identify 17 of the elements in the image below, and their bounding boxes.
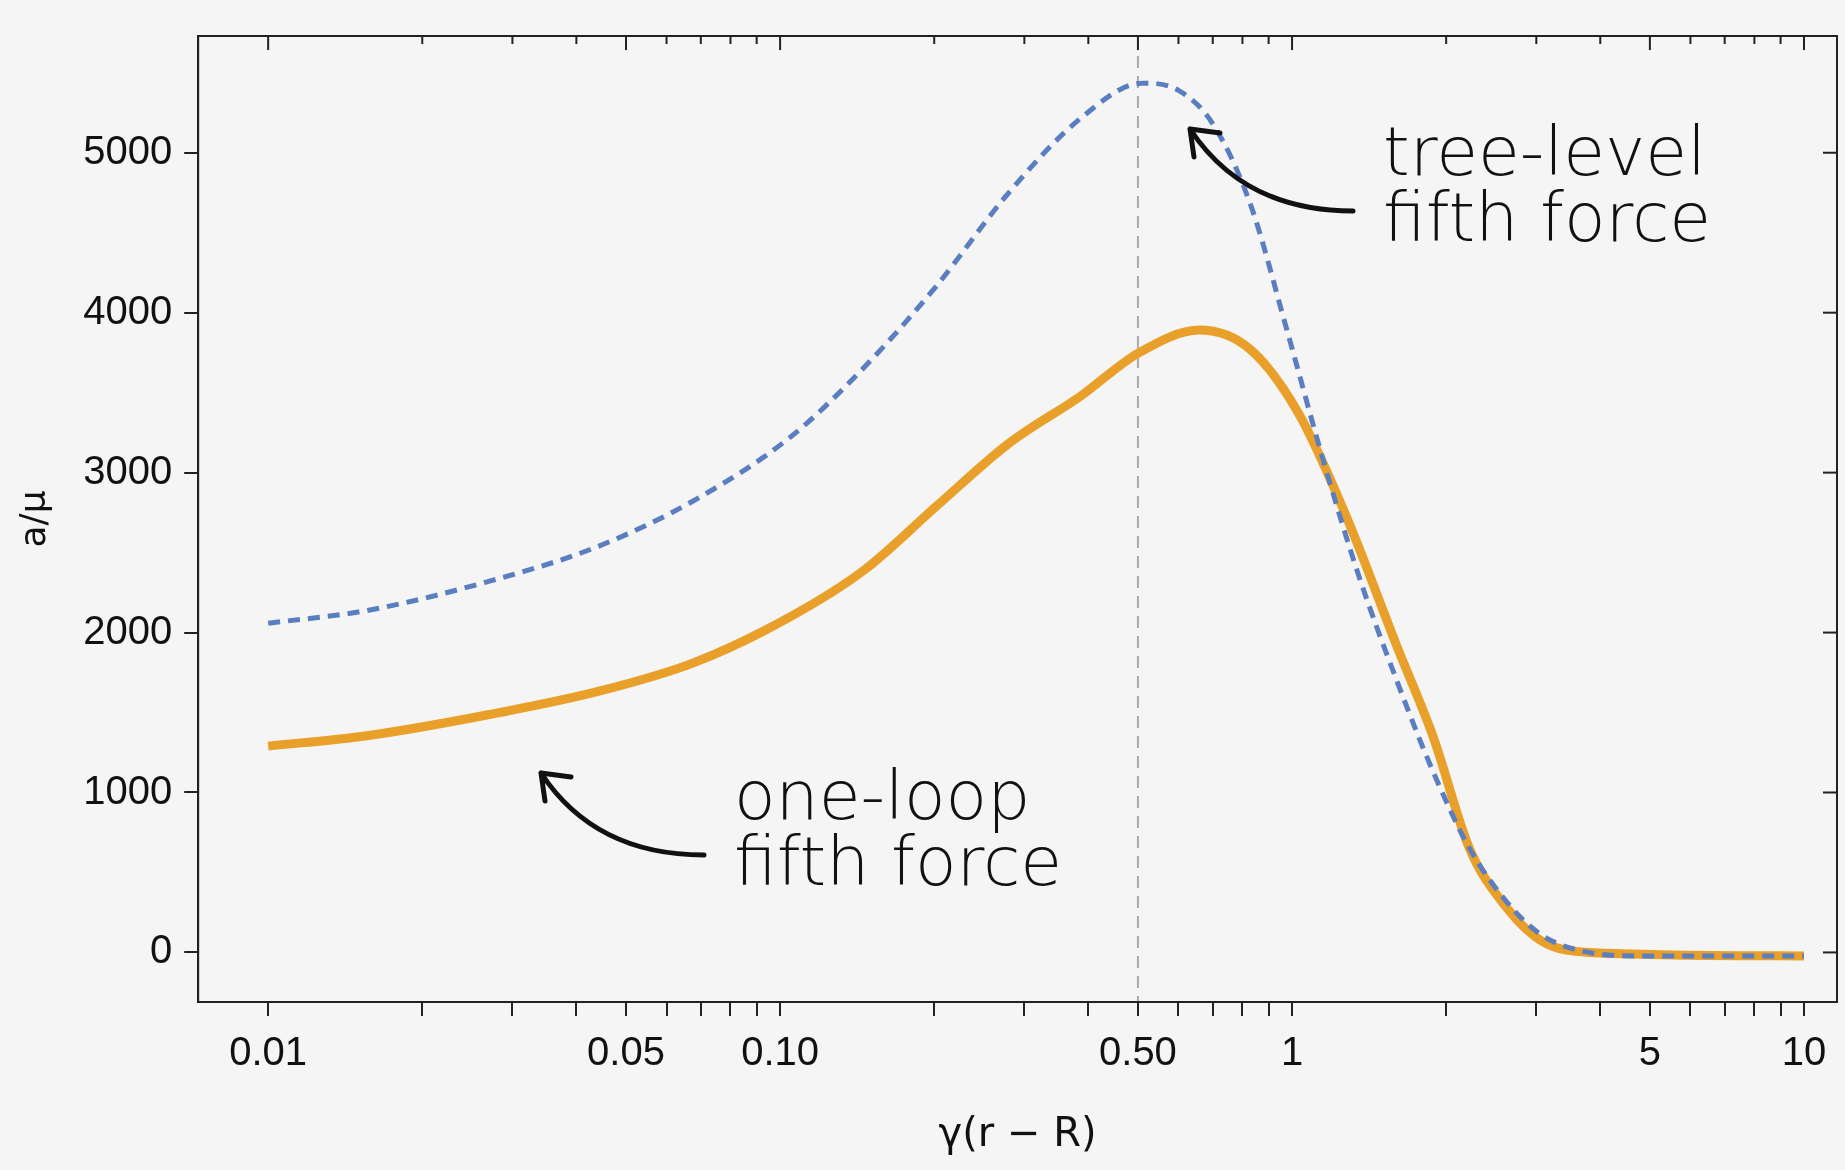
y-tick-label: 5000	[83, 127, 173, 172]
x-axis-title: γ(r − R)	[938, 1109, 1097, 1156]
x-tick-label: 0.10	[741, 1029, 820, 1074]
x-tick-label: 0.01	[229, 1029, 308, 1074]
x-tick-label: 5	[1638, 1029, 1662, 1074]
annotation: one-loop fifth force	[734, 756, 1063, 901]
y-tick-label: 0	[149, 927, 173, 972]
x-tick-label: 1	[1280, 1029, 1304, 1074]
x-tick-label: 10	[1781, 1029, 1827, 1074]
annotation: tree-level fifth force	[1383, 112, 1712, 257]
y-tick-label: 3000	[83, 447, 173, 492]
y-axis-title: a/μ	[11, 490, 53, 548]
x-tick-label: 0.50	[1099, 1029, 1177, 1074]
y-tick-label: 2000	[83, 607, 173, 652]
y-tick-label: 1000	[83, 767, 173, 812]
y-tick-label: 4000	[83, 287, 173, 332]
x-tick-label: 0.05	[587, 1029, 665, 1074]
